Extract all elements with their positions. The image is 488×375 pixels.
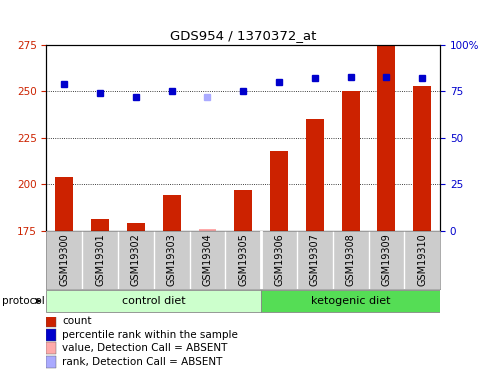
FancyBboxPatch shape xyxy=(261,290,439,312)
Text: GSM19301: GSM19301 xyxy=(95,234,105,286)
Text: GSM19300: GSM19300 xyxy=(59,234,69,286)
Title: GDS954 / 1370372_at: GDS954 / 1370372_at xyxy=(170,30,316,42)
Text: GSM19310: GSM19310 xyxy=(416,234,427,286)
Text: GSM19303: GSM19303 xyxy=(166,234,176,286)
Bar xyxy=(46,342,56,354)
Bar xyxy=(198,229,216,231)
Bar xyxy=(269,151,287,231)
Text: count: count xyxy=(62,316,92,326)
Bar xyxy=(412,86,430,231)
Bar xyxy=(91,219,109,231)
Bar xyxy=(46,328,56,340)
FancyBboxPatch shape xyxy=(46,290,261,312)
Text: ketogenic diet: ketogenic diet xyxy=(310,296,389,306)
Text: GSM19308: GSM19308 xyxy=(345,234,355,286)
Bar xyxy=(377,45,395,231)
Text: value, Detection Call = ABSENT: value, Detection Call = ABSENT xyxy=(62,343,227,353)
Text: GSM19305: GSM19305 xyxy=(238,234,248,286)
Bar xyxy=(127,223,144,231)
Text: GSM19304: GSM19304 xyxy=(202,234,212,286)
Text: rank, Detection Call = ABSENT: rank, Detection Call = ABSENT xyxy=(62,357,222,367)
Bar xyxy=(163,195,180,231)
Text: GSM19306: GSM19306 xyxy=(273,234,284,286)
Text: GSM19302: GSM19302 xyxy=(131,234,141,286)
Bar xyxy=(46,315,56,327)
Text: percentile rank within the sample: percentile rank within the sample xyxy=(62,330,238,339)
Bar xyxy=(46,356,56,368)
Text: protocol: protocol xyxy=(2,296,45,306)
Text: control diet: control diet xyxy=(122,296,185,306)
Bar xyxy=(234,190,252,231)
Text: GSM19307: GSM19307 xyxy=(309,234,319,286)
Bar xyxy=(55,177,73,231)
Text: GSM19309: GSM19309 xyxy=(381,234,390,286)
Bar xyxy=(305,119,323,231)
Bar xyxy=(341,92,359,231)
